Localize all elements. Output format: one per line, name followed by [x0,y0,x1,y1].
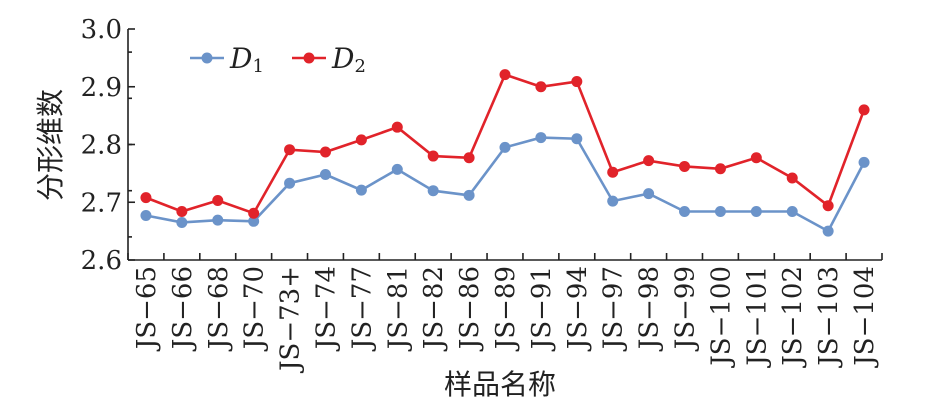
data-point [643,155,655,167]
data-point [140,210,152,222]
x-tick-label: JS−73+ [276,266,306,374]
legend-swatch-marker [303,52,315,64]
x-tick-label: JS−89 [491,266,521,352]
data-point [319,169,331,181]
x-tick-label: JS−91 [527,266,557,352]
data-point [355,134,367,146]
data-point [571,76,583,88]
data-point [355,184,367,196]
data-point [140,192,152,204]
data-point [427,185,439,197]
data-point [822,225,834,237]
data-point [499,69,511,81]
x-tick-label: JS−66 [168,266,198,352]
x-tick-label: JS−77 [347,266,377,352]
x-tick-label: JS−98 [635,266,665,352]
data-point [176,205,188,217]
x-tick-label: JS−65 [132,266,162,352]
x-tick-label: JS−74 [311,266,341,352]
series-1 [140,132,870,237]
data-point [714,163,726,175]
legend-swatch-marker [201,52,213,64]
data-point [607,166,619,178]
data-point [607,195,619,207]
x-axis-title: 样品名称 [444,368,556,401]
x-tick-label: JS−82 [419,266,449,352]
y-tick-label: 2.6 [81,246,122,276]
data-point [248,207,260,219]
data-point [858,156,870,168]
y-tick-label: 2.7 [81,188,122,218]
x-tick-label: JS−97 [599,266,629,352]
legend: D1 D2 [190,42,366,77]
x-tick-label: JS−68 [204,266,234,352]
data-point [284,144,296,156]
legend-label: D2 [331,42,366,77]
data-point [176,216,188,228]
y-tick-label: 2.9 [81,73,122,103]
data-point [750,152,762,164]
x-tick-label: JS−70 [240,266,270,352]
x-tick-label: JS−103 [814,266,844,369]
x-tick-label: JS−101 [742,266,772,369]
data-point [499,141,511,153]
y-tick-label: 3.0 [81,15,122,45]
x-tick-label: JS−100 [706,266,736,369]
data-point [535,132,547,144]
x-tick-label: JS−94 [563,266,593,352]
x-tick-label: JS−102 [778,266,808,369]
y-axis-title: 分形维数 [34,89,67,201]
x-tick-label: JS−104 [850,266,880,369]
series-2 [140,69,870,219]
data-point [786,172,798,184]
data-point [427,150,439,162]
series-layer [140,69,870,237]
data-point [535,81,547,93]
axes: 2.6 2.7 2.8 2.9 3.0 JS−65 JS−66 JS−68 JS−70 JS−73… [81,15,883,374]
data-point [391,163,403,175]
x-tick-label: JS−81 [383,266,413,352]
data-point [858,104,870,116]
data-point [786,205,798,217]
data-point [463,152,475,164]
data-point [212,195,224,207]
data-point [571,133,583,145]
x-tick-label: JS−99 [671,266,701,352]
data-point [643,188,655,200]
legend-label: D1 [229,42,264,77]
data-point [284,177,296,189]
y-tick-label: 2.8 [81,131,122,161]
data-point [750,205,762,217]
data-point [463,189,475,201]
data-point [319,146,331,158]
data-point [679,160,691,172]
data-point [391,121,403,133]
data-point [212,214,224,226]
data-point [714,205,726,217]
data-point [248,215,260,227]
data-point [822,200,834,212]
x-tick-label: JS−86 [455,266,485,352]
data-point [679,205,691,217]
